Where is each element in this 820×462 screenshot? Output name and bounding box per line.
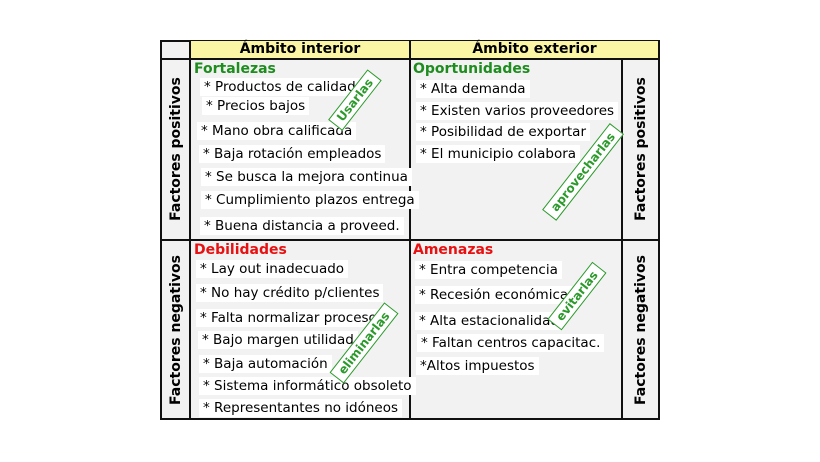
- list-item: * Baja rotación empleados: [199, 145, 386, 163]
- list-item: * Se busca la mejora continua: [201, 168, 412, 186]
- quadrant-title-fortalezas: Fortalezas: [194, 61, 276, 77]
- list-item: * Representantes no idóneos: [199, 399, 403, 417]
- list-item: * Entra competencia: [415, 261, 562, 279]
- list-item: * Buena distancia a proveed.: [200, 217, 404, 235]
- list-item: * Productos de calidad: [200, 78, 360, 96]
- quadrant-title-amenazas: Amenazas: [413, 242, 494, 258]
- quadrant-title-oportunidades: Oportunidades: [413, 61, 531, 77]
- side-label-negative-left: Factores negativos: [168, 255, 184, 405]
- list-item: * Alta demanda: [416, 80, 530, 98]
- list-item: * No hay crédito p/clientes: [196, 284, 384, 302]
- divider: [189, 40, 191, 420]
- list-item: * Lay out inadecuado: [196, 260, 349, 278]
- list-item: * Baja automación: [199, 355, 332, 373]
- list-item: * Recesión económica: [415, 286, 573, 304]
- side-label-positive-left: Factores positivos: [168, 77, 184, 221]
- list-item: * El municipio colabora: [416, 145, 581, 163]
- side-label-negative-right: Factores negativos: [633, 255, 649, 405]
- divider: [409, 40, 411, 420]
- list-item: * Sistema informático obsoleto: [199, 377, 416, 395]
- list-item: * Faltan centros capacitac.: [417, 334, 605, 352]
- divider: [160, 58, 660, 60]
- list-item: *Altos impuestos: [416, 357, 539, 375]
- list-item: * Mano obra calificada: [197, 122, 357, 140]
- side-label-positive-right: Factores positivos: [633, 77, 649, 221]
- list-item: * Bajo margen utilidad: [198, 331, 358, 349]
- list-item: * Falta normalizar procesos: [196, 309, 388, 327]
- list-item: * Cumplimiento plazos entrega: [201, 191, 419, 209]
- list-item: * Existen varios proveedores: [416, 102, 619, 120]
- divider: [160, 239, 660, 241]
- list-item: * Precios bajos: [202, 97, 310, 115]
- list-item: * Alta estacionalidad: [415, 312, 563, 330]
- quadrant-title-debilidades: Debilidades: [194, 242, 287, 258]
- list-item: * Posibilidad de exportar: [416, 123, 590, 141]
